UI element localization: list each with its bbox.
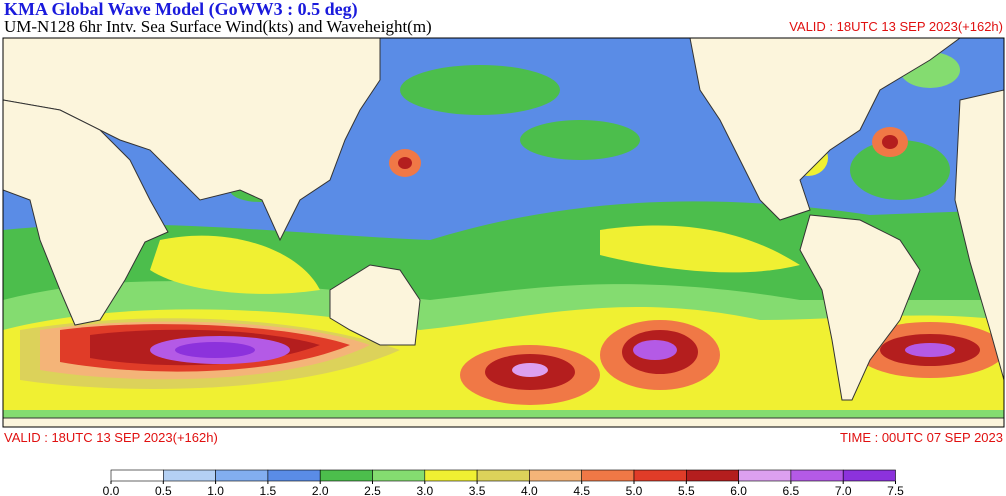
title: KMA Global Wave Model (GoWW3 : 0.5 deg) [4,0,358,20]
colorbar-bin [267,469,321,482]
colorbar-bin [110,469,164,482]
colorbar-bin [529,469,583,482]
colorbar-label: 3.0 [416,484,433,496]
colorbar: 0.0 0.5 1.0 1.5 2.0 2.5 3.0 3.5 4.0 4.5 5.0 5.5 6.0 6… [103,469,904,496]
valid-bottom: VALID : 18UTC 13 SEP 2023(+162h) [4,430,218,445]
colorbar-bin [790,469,844,482]
colorbar-label: 6.0 [730,484,747,496]
colorbar-label: 5.5 [678,484,695,496]
colorbar-bin [842,469,896,482]
colorbar-bin [424,469,478,482]
colorbar-label: 2.5 [364,484,381,496]
colorbar-label: 3.5 [469,484,486,496]
colorbar-label: 0.5 [155,484,172,496]
colorbar-label: 7.0 [835,484,852,496]
colorbar-label: 4.0 [521,484,538,496]
colorbar-label: 6.5 [783,484,800,496]
colorbar-label: 1.5 [260,484,277,496]
subtitle: UM-N128 6hr Intv. Sea Surface Wind(kts) … [4,17,432,36]
colorbar-bin [581,469,635,482]
colorbar-label: 5.0 [626,484,643,496]
colorbar-label: 0.0 [103,484,120,496]
colorbar-bin [163,469,216,482]
colorbar-bin [476,469,530,482]
colorbar-bin [372,469,426,482]
valid-top: VALID : 18UTC 13 SEP 2023(+162h) [789,19,1003,34]
init-time: TIME : 00UTC 07 SEP 2023 [840,430,1003,445]
colorbar-bin [633,469,687,482]
colorbar-bin [738,469,792,482]
colorbar-bin [215,469,269,482]
colorbar-label: 1.0 [207,484,224,496]
map [2,37,1005,428]
colorbar-label: 4.5 [573,484,590,496]
colorbar-label: 2.0 [312,484,329,496]
colorbar-bin [685,469,739,482]
colorbar-label: 7.5 [887,484,904,496]
colorbar-bin [319,469,373,482]
